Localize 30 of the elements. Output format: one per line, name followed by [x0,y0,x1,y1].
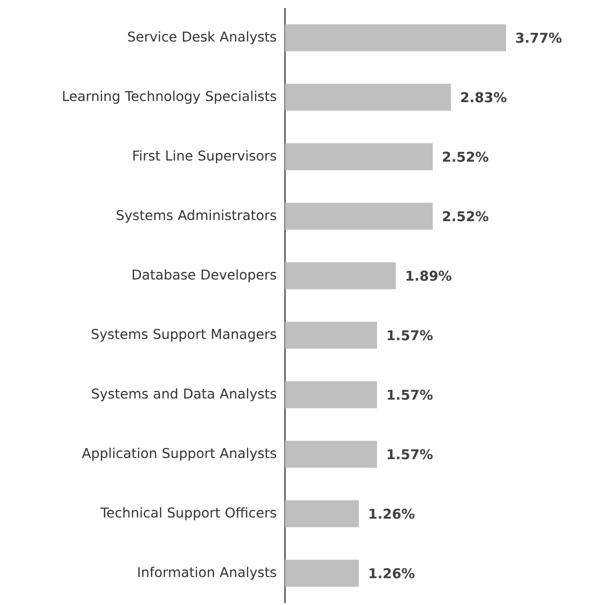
data-label: 2.52% [442,211,488,222]
bar [284,24,506,52]
y-tick-label: Information Analysts [138,566,276,580]
y-tick-label: Systems Support Managers [92,328,276,342]
bar [284,381,378,408]
bar [284,84,451,111]
y-tick-label: Learning Technology Specialists [63,90,276,104]
y-tick-label: Systems Administrators [116,210,276,223]
data-label: 1.26% [370,568,414,578]
y-tick-label: Systems and Data Analysts [92,388,276,402]
bar [284,322,378,349]
bar [284,440,378,468]
data-label: 1.26% [370,508,414,519]
data-label: 3.77% [516,32,562,43]
data-label: 1.57% [388,330,433,340]
data-label: 1.57% [388,449,433,460]
y-tick-label: Database Developers [132,269,276,282]
data-label: 2.52% [442,152,488,162]
y-tick-label: First Line Supervisors [133,150,276,164]
bar [284,560,359,587]
y-tick-label: Technical Support Officers [100,507,276,520]
data-label: 2.83% [461,92,507,102]
y-tick-label: Service Desk Analysts [128,31,276,44]
y-tick-label: Application Support Analysts [82,448,276,461]
bar [284,500,359,528]
bar [284,202,433,230]
bar [284,262,396,290]
bar [284,143,433,170]
data-label: 1.89% [406,270,452,281]
data-label: 1.57% [388,390,433,400]
